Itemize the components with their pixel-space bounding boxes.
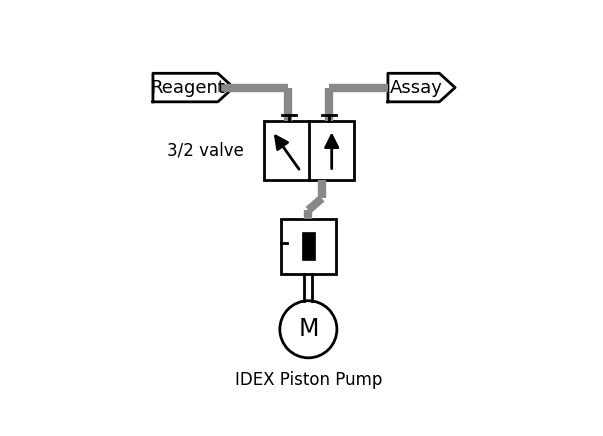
Text: IDEX Piston Pump: IDEX Piston Pump [235, 371, 382, 388]
Bar [302, 232, 315, 260]
Text: 3/2 valve: 3/2 valve [166, 142, 244, 160]
Text: M: M [298, 317, 318, 341]
Bar [264, 121, 355, 180]
Text: Reagent: Reagent [151, 78, 226, 96]
Text: Assay: Assay [390, 78, 443, 96]
Bar [280, 218, 336, 274]
